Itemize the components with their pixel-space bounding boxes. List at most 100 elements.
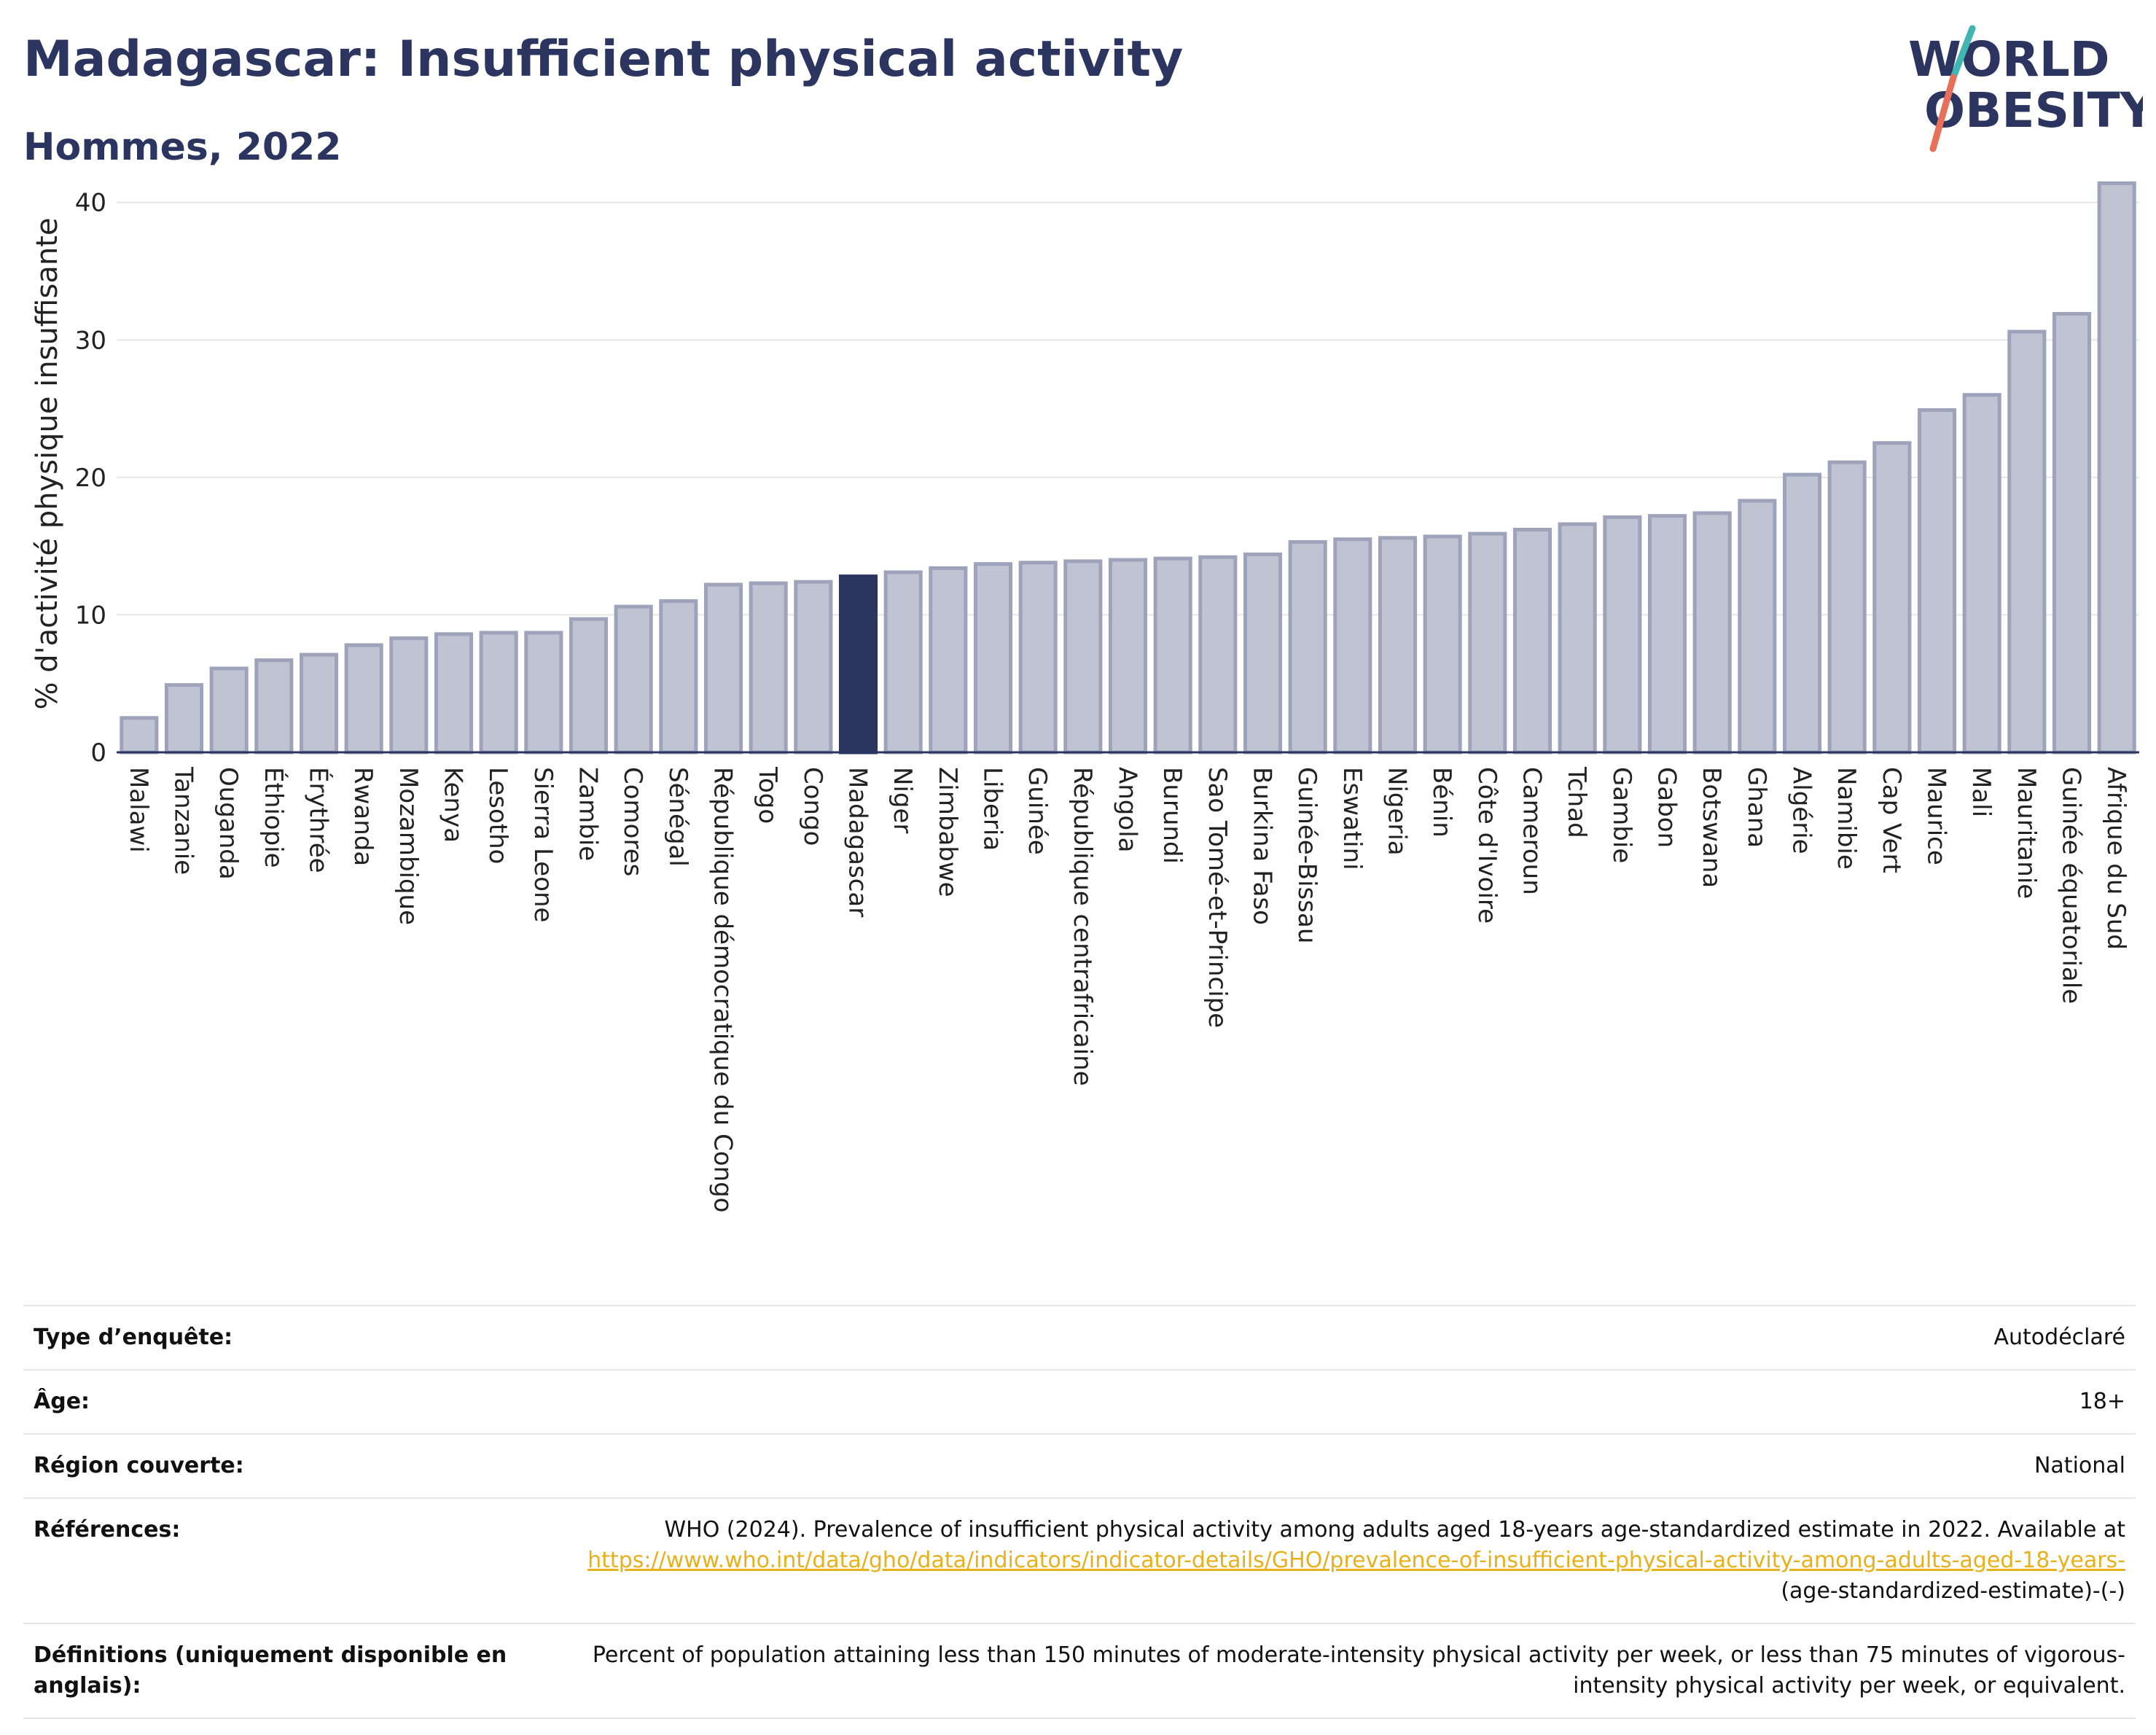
bar-cameroun — [1512, 528, 1552, 755]
logo-line1: WORLD — [1908, 31, 2110, 87]
bar-sao-tom-et-principe — [1198, 555, 1238, 755]
x-tick-label: Côte d'Ivoire — [1472, 767, 1501, 924]
x-tick-label: Érythrée — [304, 767, 334, 873]
x-tick-label: Namibie — [1832, 767, 1861, 870]
logo-slash-teal — [1950, 25, 1976, 81]
x-tick-label: République centrafricaine — [1068, 767, 1097, 1086]
y-tick-label: 0 — [90, 738, 106, 768]
reference-link[interactable]: https://www.who.int/data/gho/data/indica… — [587, 1548, 2125, 1573]
bar-mauritanie — [2007, 330, 2047, 755]
x-tick-label: Mali — [1966, 767, 1996, 817]
y-axis-label: % d'activité physique insuffisante — [31, 218, 64, 710]
bar-tchad — [1558, 522, 1597, 755]
bar-burkina-faso — [1243, 552, 1283, 755]
bar--thiopie — [254, 658, 294, 755]
x-tick-label: Kenya — [439, 767, 468, 843]
x-tick-label: Zambie — [574, 767, 603, 861]
x-tick-label: Ouganda — [214, 767, 243, 880]
meta-row-survey-type: Type d’enquête: Autodéclaré — [23, 1305, 2136, 1370]
y-tick-label: 40 — [75, 189, 106, 218]
y-tick-label: 20 — [75, 464, 106, 493]
bar-lesotho — [479, 631, 518, 755]
bar--rythr-e — [299, 652, 339, 755]
x-tick-label: Cameroun — [1518, 767, 1547, 895]
meta-label: Région couverte: — [23, 1433, 539, 1498]
bar-sierra-leone — [524, 631, 563, 755]
x-tick-label: Mauritanie — [2012, 767, 2041, 899]
bar-guin-e-bissau — [1288, 539, 1327, 755]
bar-ouganda — [209, 666, 249, 755]
meta-label: Âge: — [23, 1369, 539, 1434]
x-tick-label: Guinée équatoriale — [2057, 767, 2086, 1004]
x-tick-label: Angola — [1113, 767, 1142, 852]
x-tick-label: Malawi — [124, 767, 153, 853]
x-tick-label: Burkina Faso — [1248, 767, 1277, 925]
bar-kenya — [434, 632, 474, 755]
x-tick-label: Congo — [798, 767, 827, 846]
meta-value: Autodéclaré — [539, 1305, 2136, 1370]
bar-mali — [1962, 393, 2001, 755]
x-tick-label: Lesotho — [483, 767, 512, 864]
meta-row-references: Références: WHO (2024). Prevalence of in… — [23, 1497, 2136, 1623]
x-tick-label: Sao Tomé-et-Principe — [1203, 767, 1232, 1028]
bar-liberia — [973, 562, 1013, 755]
bar-gabon — [1647, 514, 1687, 755]
bar-cap-vert — [1872, 441, 1912, 755]
x-tick-label: Madagascar — [843, 767, 872, 917]
bar-mozambique — [389, 636, 429, 755]
bar-zimbabwe — [929, 566, 968, 755]
bar-c-te-d-ivoire — [1468, 531, 1507, 755]
bar-ghana — [1738, 499, 1777, 755]
x-tick-label: Nigeria — [1383, 767, 1412, 856]
bar-madagascar — [838, 574, 878, 755]
bar-togo — [749, 581, 788, 755]
x-tick-label: Comores — [618, 767, 647, 876]
x-tick-label: Tanzanie — [169, 766, 198, 875]
bar-r-publique-d-mocratique-du-congo — [703, 582, 743, 755]
logo-slash-coral — [1929, 74, 1957, 152]
meta-label: Type d’enquête: — [23, 1305, 539, 1370]
x-tick-label: République démocratique du Congo — [708, 767, 738, 1212]
x-tick-label: Burundi — [1157, 767, 1187, 864]
x-tick-label: Gambie — [1607, 767, 1636, 863]
x-tick-label: Rwanda — [348, 767, 378, 866]
bar-zambie — [569, 617, 609, 755]
bar-s-n-gal — [659, 599, 698, 755]
x-tick-label: Guinée-Bissau — [1292, 767, 1321, 943]
bar-guin-e — [1018, 561, 1058, 755]
x-tick-label: Eswatini — [1337, 767, 1367, 870]
bar-eswatini — [1333, 537, 1372, 755]
reference-suffix: (age-standardized-estimate)-(-) — [1781, 1578, 2125, 1604]
logo-line2: OBESITY — [1924, 82, 2143, 139]
bar-botswana — [1692, 511, 1732, 755]
x-tick-label: Algérie — [1787, 767, 1816, 854]
x-tick-label: Botswana — [1697, 767, 1726, 888]
x-tick-label: Mozambique — [394, 767, 423, 925]
page-title: Madagascar: Insufficient physical activi… — [23, 31, 1184, 88]
x-tick-label: Tchad — [1562, 766, 1591, 838]
bar-rwanda — [344, 643, 383, 755]
meta-value: National — [539, 1433, 2136, 1498]
meta-value: 18+ — [539, 1369, 2136, 1434]
bar-chart: 0 10 20 30 40 Malawi Tanzanie Ouganda Éthiopie É… — [31, 181, 2139, 1212]
meta-row-definitions: Définitions (uniquement disponible en an… — [23, 1623, 2136, 1719]
bar-burundi — [1153, 556, 1192, 755]
y-axis-ticks: 0 10 20 30 40 — [75, 189, 106, 768]
x-tick-label: Sénégal — [663, 767, 692, 867]
meta-label: Définitions (uniquement disponible en an… — [23, 1623, 539, 1719]
bar-niger — [883, 570, 923, 755]
bar-r-publique-centrafricaine — [1063, 559, 1103, 755]
x-tick-label: Maurice — [1922, 767, 1951, 865]
bar-gambie — [1603, 515, 1642, 755]
x-tick-label: Cap Vert — [1877, 767, 1906, 873]
bar-guin-e-quatoriale — [2052, 311, 2092, 755]
x-tick-label: Gabon — [1652, 767, 1682, 848]
bar-maurice — [1917, 408, 1957, 755]
y-tick-label: 30 — [75, 326, 106, 355]
bar-comores — [614, 604, 653, 755]
world-obesity-logo: WORLD OBESITY — [1908, 25, 2143, 152]
bar-tanzanie — [164, 683, 204, 755]
bar-congo — [794, 580, 833, 755]
bar-angola — [1108, 558, 1148, 755]
meta-row-region: Région couverte: National — [23, 1433, 2136, 1498]
